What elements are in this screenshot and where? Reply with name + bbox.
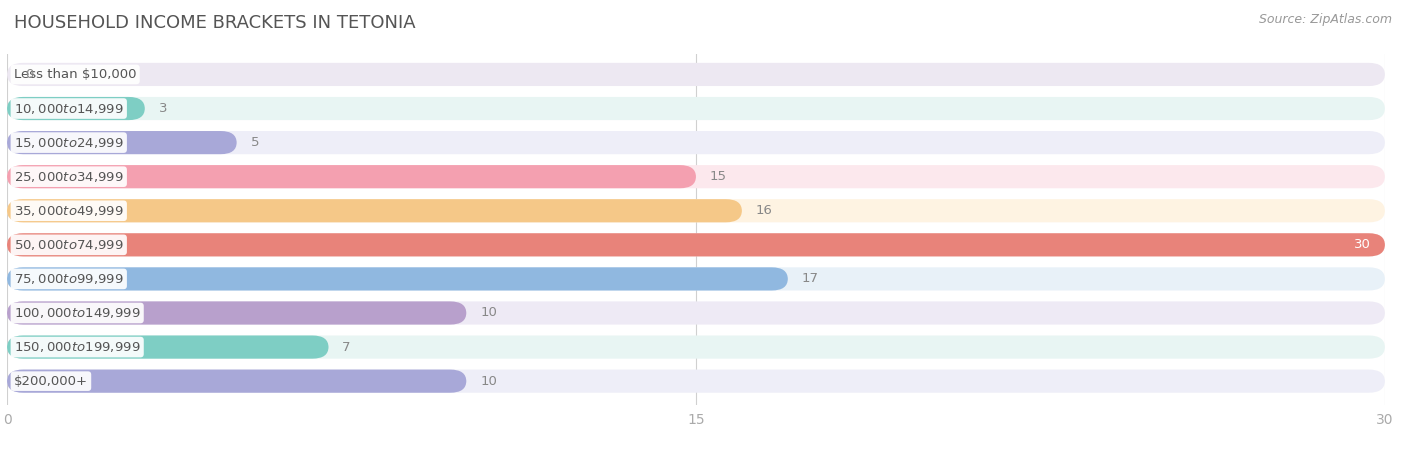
Text: 16: 16	[755, 204, 772, 217]
FancyBboxPatch shape	[7, 302, 467, 324]
Text: $25,000 to $34,999: $25,000 to $34,999	[14, 170, 124, 184]
Text: Less than $10,000: Less than $10,000	[14, 68, 136, 81]
Text: HOUSEHOLD INCOME BRACKETS IN TETONIA: HOUSEHOLD INCOME BRACKETS IN TETONIA	[14, 14, 416, 32]
FancyBboxPatch shape	[7, 165, 696, 188]
FancyBboxPatch shape	[7, 97, 1385, 120]
FancyBboxPatch shape	[7, 199, 1385, 222]
FancyBboxPatch shape	[7, 131, 1385, 154]
FancyBboxPatch shape	[7, 97, 145, 120]
Text: 30: 30	[1354, 238, 1371, 252]
FancyBboxPatch shape	[7, 336, 1385, 359]
FancyBboxPatch shape	[7, 233, 1385, 256]
Text: $35,000 to $49,999: $35,000 to $49,999	[14, 204, 124, 218]
Text: 5: 5	[250, 136, 259, 149]
FancyBboxPatch shape	[7, 267, 787, 291]
Text: $50,000 to $74,999: $50,000 to $74,999	[14, 238, 124, 252]
FancyBboxPatch shape	[7, 199, 742, 222]
Text: $200,000+: $200,000+	[14, 375, 89, 387]
Text: 0: 0	[25, 68, 34, 81]
Text: 10: 10	[479, 306, 496, 320]
FancyBboxPatch shape	[7, 302, 1385, 324]
FancyBboxPatch shape	[7, 233, 1385, 256]
Text: 7: 7	[342, 341, 352, 354]
FancyBboxPatch shape	[7, 165, 1385, 188]
FancyBboxPatch shape	[7, 63, 1385, 86]
FancyBboxPatch shape	[7, 369, 1385, 393]
FancyBboxPatch shape	[7, 336, 329, 359]
Text: $75,000 to $99,999: $75,000 to $99,999	[14, 272, 124, 286]
Text: 10: 10	[479, 375, 496, 387]
FancyBboxPatch shape	[7, 369, 467, 393]
Text: 15: 15	[710, 170, 727, 183]
Text: 3: 3	[159, 102, 167, 115]
Text: $15,000 to $24,999: $15,000 to $24,999	[14, 135, 124, 149]
Text: Source: ZipAtlas.com: Source: ZipAtlas.com	[1258, 14, 1392, 27]
Text: $150,000 to $199,999: $150,000 to $199,999	[14, 340, 141, 354]
Text: 17: 17	[801, 272, 818, 285]
Text: $10,000 to $14,999: $10,000 to $14,999	[14, 102, 124, 116]
Text: $100,000 to $149,999: $100,000 to $149,999	[14, 306, 141, 320]
FancyBboxPatch shape	[7, 267, 1385, 291]
FancyBboxPatch shape	[7, 131, 236, 154]
